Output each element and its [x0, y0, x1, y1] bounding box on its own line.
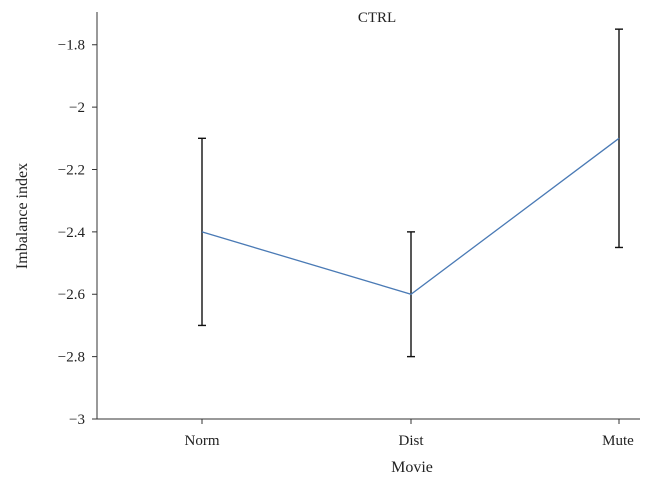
chart-title: CTRL: [358, 10, 396, 26]
x-tick-label: Norm: [185, 433, 220, 449]
y-tick-label: −2.8: [58, 350, 85, 366]
y-tick-label: −2.2: [58, 162, 85, 178]
y-axis-label: Imbalance index: [14, 163, 31, 269]
y-tick-label: −1.8: [58, 38, 85, 54]
x-tick-label: Mute: [602, 433, 634, 449]
x-axis-ticks: Norm Dist Mute: [185, 419, 634, 449]
error-bars: [198, 28, 623, 358]
y-tick-label: −2.6: [58, 287, 86, 303]
y-tick-label: −2.4: [58, 225, 86, 241]
y-tick-label: −2: [69, 100, 85, 116]
series-line: [201, 137, 620, 295]
series-lines: [201, 137, 620, 295]
y-tick-label: −3: [69, 412, 85, 428]
x-axis-label: Movie: [391, 459, 433, 476]
y-axis-ticks: −3 −2.8 −2.6 −2.4 −2.2 −2 −1.8: [58, 38, 97, 428]
x-tick-label: Dist: [398, 433, 424, 449]
